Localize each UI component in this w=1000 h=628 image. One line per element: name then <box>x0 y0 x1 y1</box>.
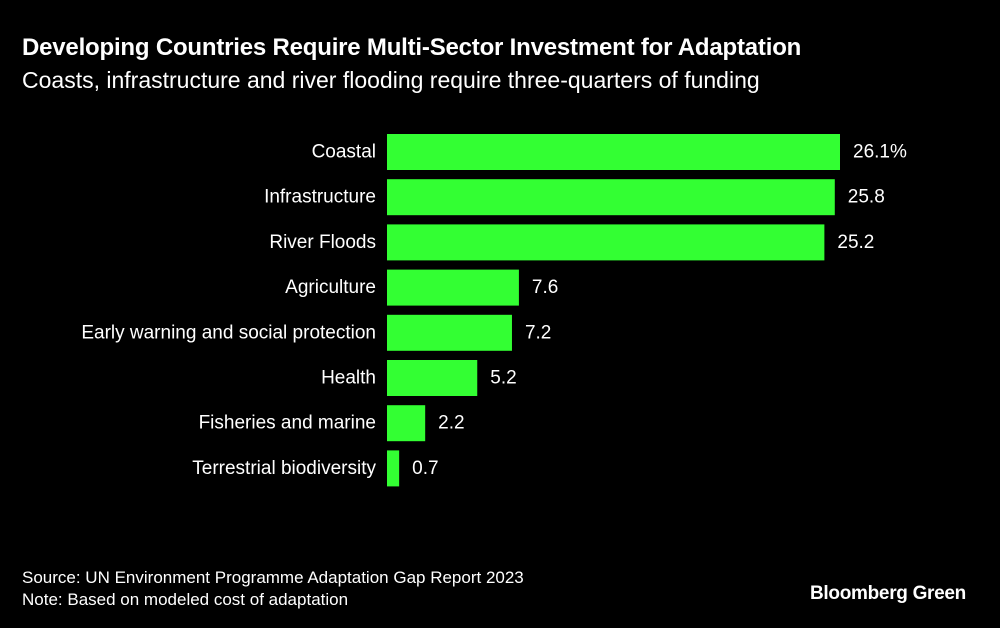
footer-notes: Source: UN Environment Programme Adaptat… <box>22 567 524 611</box>
bar <box>387 405 426 442</box>
value-label: 2.2 <box>438 413 464 434</box>
bar-chart: Coastal 26.1% Infrastructure 25.8 River Floo… <box>81 134 907 487</box>
category-label: River Floods <box>269 232 376 253</box>
chart-title: Developing Countries Require Multi-Secto… <box>22 34 802 61</box>
value-label: 0.7 <box>412 458 438 479</box>
category-label: Agriculture <box>285 277 376 298</box>
category-label: Health <box>321 368 376 389</box>
bar <box>387 134 840 170</box>
category-label: Terrestrial biodiversity <box>192 458 376 479</box>
bar <box>387 450 400 487</box>
value-label: 5.2 <box>490 368 516 389</box>
value-label: 7.6 <box>532 277 558 298</box>
bar <box>387 224 825 261</box>
category-label: Early warning and social protection <box>81 322 376 343</box>
category-label: Infrastructure <box>264 187 376 208</box>
bar <box>387 269 519 306</box>
category-label: Coastal <box>312 142 376 163</box>
value-label: 25.8 <box>848 187 885 208</box>
bar <box>387 314 512 351</box>
bar <box>387 179 835 216</box>
source-note: Source: UN Environment Programme Adaptat… <box>22 568 524 587</box>
chart-subtitle: Coasts, infrastructure and river floodin… <box>22 67 760 93</box>
method-note: Note: Based on modeled cost of adaptatio… <box>22 590 349 609</box>
value-label: 26.1% <box>853 142 907 163</box>
value-label: 7.2 <box>525 322 551 343</box>
value-label: 25.2 <box>837 232 874 253</box>
brand-logo: Bloomberg Green <box>810 583 966 604</box>
bar <box>387 360 478 396</box>
category-label: Fisheries and marine <box>199 413 376 434</box>
